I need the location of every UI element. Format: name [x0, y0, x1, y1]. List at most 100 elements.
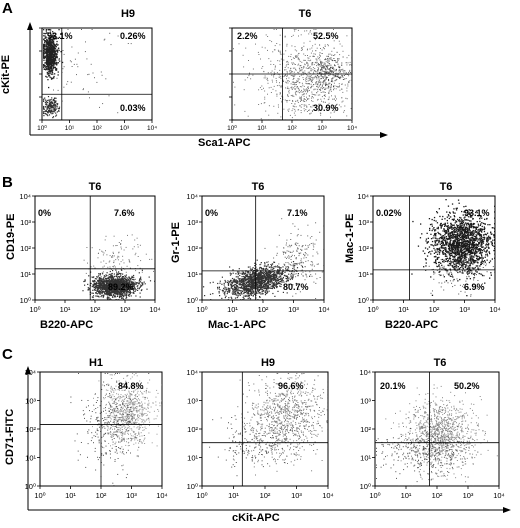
- plot-b3-xtick-label-3: 10³: [459, 305, 470, 314]
- plot-b1-ul: 0%: [38, 208, 52, 218]
- panel-letter-b: B: [2, 174, 13, 191]
- plot-b3-ur: 93.1%: [464, 208, 490, 218]
- plot-b2-lr: 80.7%: [283, 282, 309, 292]
- plot-c1-ytick-label-3: 10³: [25, 397, 36, 406]
- plot-b3-y-label: Mac-1-PE: [344, 213, 356, 263]
- plot-c2-xtick-label-4: 10⁴: [322, 491, 334, 500]
- plot-c2-ytick-label-3: 10³: [187, 397, 198, 406]
- plot-a1-xtick-label-3: 10³: [120, 125, 130, 132]
- plot-c3-xtick-label-2: 10²: [432, 491, 443, 500]
- plot-b3-x-label: B220-APC: [385, 319, 439, 331]
- plot-c2-xtick-label-1: 10¹: [228, 491, 239, 500]
- plot-c2-xtick-label-2: 10²: [260, 491, 271, 500]
- plot-a1-xtick-label-2: 10²: [92, 125, 102, 132]
- plot-b1-ytick-label-4: 10⁴: [19, 192, 31, 201]
- plot-a2-xtick-label-3: 10³: [317, 125, 327, 132]
- plot-c1-xtick-label-1: 10¹: [65, 491, 76, 500]
- plot-b2-xtick-label-3: 10³: [288, 305, 299, 314]
- plot-c1-xtick-label-2: 10²: [96, 491, 107, 500]
- panel-c-x-arrow: [503, 507, 511, 513]
- plot-a2-ur: 52.5%: [313, 31, 339, 41]
- panel-letter-c: C: [2, 346, 13, 363]
- plot-b2-ur: 7.1%: [287, 208, 308, 218]
- plot-b2-ul: 0%: [205, 208, 219, 218]
- plot-c1-dots: [70, 373, 162, 486]
- plot-b3-ytick-label-3: 10³: [358, 218, 369, 227]
- plot-c1-ytick-label-0: 10⁰: [25, 482, 36, 491]
- plot-b1-xtick-label-0: 10⁰: [29, 305, 40, 314]
- plot-b1-y-label: CD19-PE: [5, 213, 17, 260]
- plot-b1-x-label: B220-APC: [40, 319, 94, 331]
- plot-b3-ytick-label-2: 10²: [358, 244, 369, 253]
- panel-c-x-label: cKit-APC: [232, 512, 280, 524]
- plot-a1-xtick-label-0: 10⁰: [37, 124, 47, 132]
- plot-b2-ytick-label-3: 10³: [187, 218, 198, 227]
- plot-a2-xtick-label-1: 10¹: [257, 125, 267, 132]
- plot-b1-xtick-label-1: 10¹: [60, 305, 71, 314]
- plot-c3-xtick-label-4: 10⁴: [493, 491, 505, 500]
- panel-c-y-label: CD71-FITC: [4, 408, 16, 465]
- plot-a1-xtick-label-1: 10¹: [65, 125, 75, 132]
- plot-c2-title: H9: [260, 357, 276, 369]
- plot-c3-ytick-label-0: 10⁰: [360, 482, 371, 491]
- plot-b1-ytick-label-3: 10³: [20, 218, 31, 227]
- plot-c2-xtick-label-3: 10³: [291, 491, 302, 500]
- plot-b2-xtick-label-0: 10⁰: [196, 305, 207, 314]
- plot-b3-xtick-label-0: 10⁰: [367, 305, 378, 314]
- plot-b1-title: T6: [88, 181, 102, 193]
- plot-a2-xtick-label-2: 10²: [287, 125, 297, 132]
- plot-c1-ytick-label-1: 10¹: [25, 454, 36, 463]
- plot-c2-ytick-label-4: 10⁴: [186, 368, 198, 377]
- plot-b3-lr: 6.9%: [464, 282, 485, 292]
- panel-a-x-label: Sca1-APC: [198, 137, 251, 149]
- plot-b3-xtick-label-4: 10⁴: [489, 305, 501, 314]
- panel-letter-a: A: [2, 0, 13, 17]
- plot-c3-dots: [376, 384, 498, 486]
- plot-c3-ytick-label-2: 10²: [360, 425, 371, 434]
- plot-c2-ur: 96.6%: [278, 381, 304, 391]
- plot-b3-xtick-label-2: 10²: [429, 305, 440, 314]
- plot-c1-xtick-label-4: 10⁴: [156, 491, 168, 500]
- plot-b1-ytick-label-1: 10¹: [20, 270, 31, 279]
- plot-b2-ytick-label-4: 10⁴: [186, 192, 198, 201]
- plot-b3-xtick-label-1: 10¹: [398, 305, 409, 314]
- plot-b2-xtick-label-4: 10⁴: [318, 305, 330, 314]
- plot-a2-dots: [233, 29, 352, 120]
- plot-c3-ytick-label-1: 10¹: [360, 454, 371, 463]
- panel-a-y-arrow: [27, 22, 33, 30]
- plot-b3-ytick-label-4: 10⁴: [357, 192, 369, 201]
- plot-c3-title: T6: [433, 357, 447, 369]
- plot-a1-xtick-label-4: 10⁴: [147, 125, 157, 132]
- plot-a1-lr: 0.03%: [120, 103, 146, 113]
- plot-c2-ytick-label-0: 10⁰: [187, 482, 198, 491]
- plot-b1-lr: 89.2%: [108, 282, 134, 292]
- plot-b3-dots: [411, 199, 496, 297]
- plot-b3-ytick-label-1: 10¹: [358, 270, 369, 279]
- plot-b1-dots: [82, 234, 156, 301]
- plot-c1-title: H1: [88, 357, 104, 369]
- plot-a2-xtick-label-0: 10⁰: [227, 124, 237, 132]
- plot-b1-xtick-label-4: 10⁴: [149, 305, 161, 314]
- plot-c3-xtick-label-0: 10⁰: [369, 491, 380, 500]
- plot-a1-ur: 0.26%: [120, 31, 146, 41]
- plot-a1-ul: 93.1%: [47, 31, 73, 41]
- plot-c3-xtick-label-1: 10¹: [401, 491, 412, 500]
- plot-c3-ur: 50.2%: [454, 381, 480, 391]
- plot-c3-ul: 20.1%: [380, 381, 406, 391]
- plot-b2-ytick-label-1: 10¹: [187, 270, 198, 279]
- plot-b2-x-label: Mac-1-APC: [208, 319, 267, 331]
- plot-b2-title: T6: [251, 181, 265, 193]
- plot-b2-xtick-label-1: 10¹: [227, 305, 238, 314]
- plot-a2-lr: 30.9%: [313, 103, 339, 113]
- plot-b1-ur: 7.6%: [114, 208, 135, 218]
- plot-c2-xtick-label-0: 10⁰: [196, 491, 207, 500]
- plot-b1-xtick-label-3: 10³: [120, 305, 131, 314]
- plot-b2-ytick-label-0: 10⁰: [187, 296, 198, 305]
- panel-a-x-arrow: [380, 132, 388, 138]
- plot-c2-frame: [201, 371, 329, 487]
- plot-b1-ytick-label-0: 10⁰: [20, 296, 31, 305]
- plot-c2-dots: [209, 373, 328, 477]
- plot-c1-xtick-label-0: 10⁰: [34, 491, 45, 500]
- panel-a-y-label: cKit-PE: [0, 54, 12, 94]
